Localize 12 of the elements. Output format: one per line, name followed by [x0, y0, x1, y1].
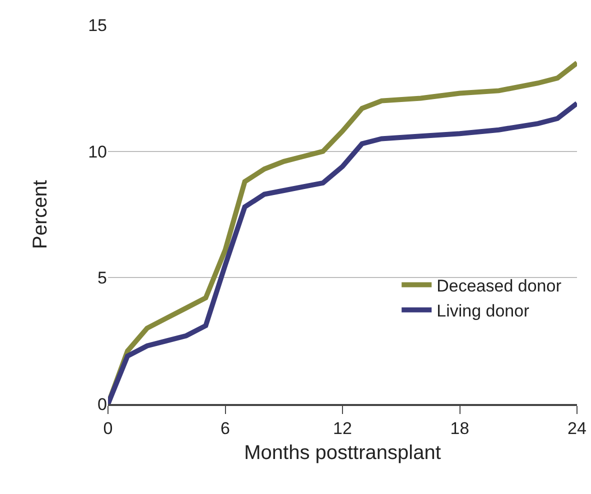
y-tick-label: 10	[88, 142, 107, 162]
x-tick-label: 24	[568, 419, 586, 438]
x-axis-title: Months posttransplant	[244, 442, 442, 464]
y-tick-label: 5	[98, 268, 107, 288]
x-tick-label: 12	[333, 419, 352, 438]
x-tick-label: 6	[220, 419, 230, 438]
y-tick-label: 15	[88, 16, 107, 35]
y-axis-title: Percent	[30, 180, 52, 249]
x-tick-label: 18	[450, 419, 470, 438]
y-tick-label: 0	[98, 394, 107, 414]
legend-label: Living donor	[436, 301, 530, 320]
legend-label: Deceased donor	[436, 276, 562, 296]
